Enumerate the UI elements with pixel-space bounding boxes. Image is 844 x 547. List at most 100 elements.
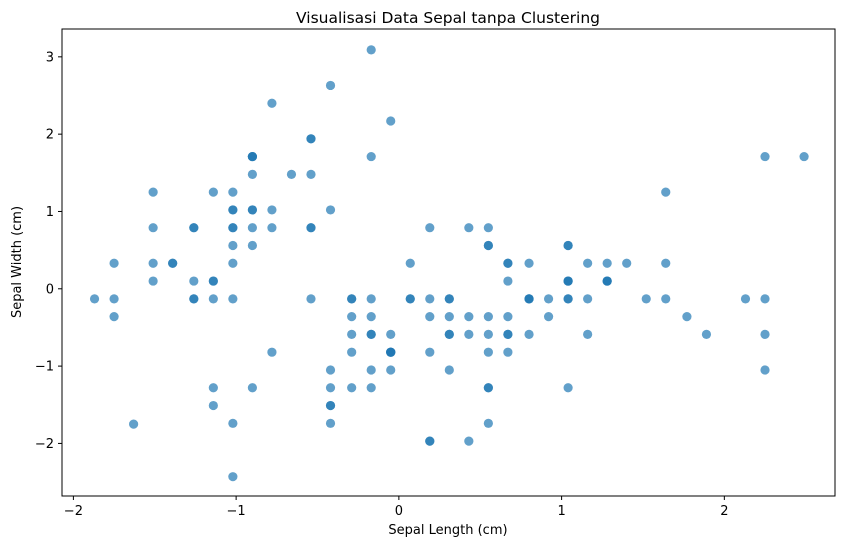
data-point	[386, 347, 396, 357]
data-point	[325, 80, 336, 91]
data-point	[483, 418, 493, 428]
data-point	[267, 98, 277, 108]
y-tick-label: 2	[46, 128, 54, 143]
data-point	[563, 240, 573, 251]
data-point	[464, 436, 474, 446]
data-point	[208, 400, 218, 411]
data-point	[109, 258, 119, 268]
data-point	[602, 258, 612, 268]
data-point	[760, 151, 770, 162]
data-point	[306, 169, 316, 179]
data-point	[366, 383, 376, 393]
data-point	[228, 258, 238, 268]
data-point	[366, 294, 376, 304]
data-point	[661, 258, 671, 268]
x-axis-ticks: −2 −1 0 1 2	[64, 496, 728, 519]
data-point	[347, 329, 357, 340]
data-point	[405, 294, 415, 304]
data-point	[247, 383, 257, 393]
data-point	[682, 312, 692, 322]
data-point	[425, 347, 435, 357]
data-point	[109, 294, 119, 304]
data-point	[208, 294, 218, 304]
data-point	[347, 294, 357, 304]
data-point	[347, 347, 357, 357]
data-point	[366, 329, 376, 340]
data-point	[228, 223, 238, 233]
plot-frame	[61, 28, 836, 497]
data-point	[483, 347, 493, 357]
data-point	[483, 240, 493, 251]
data-point	[386, 116, 396, 126]
data-point	[622, 258, 632, 268]
y-tick-label: 1	[46, 205, 54, 220]
data-point	[483, 223, 493, 233]
data-point	[228, 187, 238, 197]
data-point	[148, 187, 158, 197]
data-point	[503, 258, 513, 268]
data-point	[444, 294, 454, 304]
y-tick-label: −2	[35, 437, 54, 452]
data-points	[89, 45, 809, 482]
data-point	[524, 258, 534, 268]
data-point	[366, 151, 376, 162]
data-point	[247, 223, 257, 233]
data-point	[129, 419, 139, 429]
data-point	[444, 365, 454, 375]
data-point	[228, 418, 238, 428]
data-point	[325, 205, 336, 215]
data-point	[247, 205, 257, 215]
data-point	[366, 45, 376, 55]
data-point	[701, 329, 712, 340]
data-point	[306, 134, 316, 144]
data-point	[386, 329, 396, 340]
data-point	[503, 312, 513, 322]
data-point	[89, 294, 100, 304]
data-point	[267, 223, 277, 233]
x-axis-label: Sepal Length (cm)	[388, 523, 507, 538]
data-point	[325, 383, 336, 393]
data-point	[503, 329, 513, 340]
data-point	[228, 240, 238, 251]
data-point	[641, 294, 651, 304]
data-point	[740, 294, 751, 304]
data-point	[503, 276, 513, 286]
data-point	[247, 151, 257, 162]
x-tick-label: 2	[720, 504, 728, 519]
x-tick-label: 0	[395, 504, 403, 519]
data-point	[760, 365, 770, 375]
data-point	[366, 365, 376, 375]
data-point	[583, 294, 593, 304]
data-point	[760, 329, 770, 340]
data-point	[464, 223, 474, 233]
data-point	[425, 223, 435, 233]
data-point	[543, 294, 554, 304]
data-point	[483, 383, 493, 393]
data-point	[208, 187, 218, 197]
data-point	[563, 383, 573, 393]
data-point	[464, 329, 474, 340]
data-point	[325, 418, 336, 428]
data-point	[524, 329, 534, 340]
data-point	[189, 294, 199, 304]
data-point	[386, 365, 396, 375]
data-point	[464, 312, 474, 322]
data-point	[208, 383, 218, 393]
data-point	[228, 205, 238, 215]
data-point	[425, 436, 435, 446]
data-point	[306, 294, 316, 304]
data-point	[366, 312, 376, 322]
data-point	[267, 205, 277, 215]
chart-title: Visualisasi Data Sepal tanpa Clustering	[296, 9, 600, 27]
data-point	[602, 276, 612, 286]
data-point	[347, 383, 357, 393]
data-point	[799, 151, 809, 162]
data-point	[109, 312, 119, 322]
data-point	[405, 258, 415, 268]
data-point	[483, 312, 493, 322]
y-axis-ticks: −2 −1 0 1 2 3	[35, 50, 62, 452]
data-point	[563, 294, 573, 304]
x-tick-label: −2	[64, 504, 83, 519]
y-tick-label: −1	[35, 360, 54, 375]
